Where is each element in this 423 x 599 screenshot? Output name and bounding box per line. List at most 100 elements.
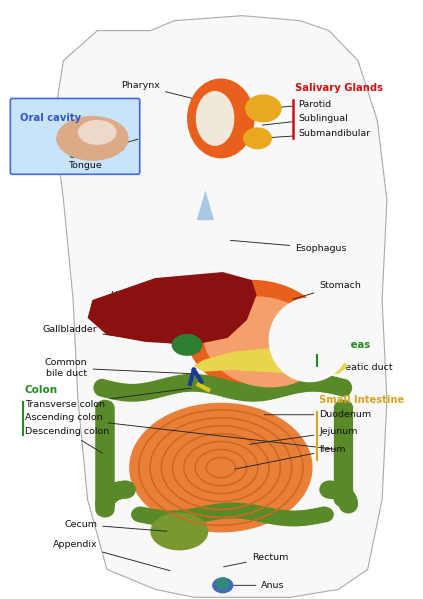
Text: Ileum: Ileum — [235, 445, 346, 469]
FancyBboxPatch shape — [10, 98, 140, 174]
Ellipse shape — [122, 384, 140, 402]
Ellipse shape — [277, 510, 296, 526]
Ellipse shape — [334, 461, 353, 477]
Ellipse shape — [322, 481, 342, 499]
Ellipse shape — [126, 384, 143, 402]
Ellipse shape — [56, 116, 129, 161]
Text: Gallbladder: Gallbladder — [42, 325, 184, 344]
Ellipse shape — [95, 400, 115, 416]
Ellipse shape — [113, 481, 132, 499]
Ellipse shape — [95, 478, 115, 494]
Ellipse shape — [130, 383, 148, 401]
Ellipse shape — [233, 383, 250, 401]
Ellipse shape — [334, 400, 353, 416]
Ellipse shape — [227, 503, 246, 519]
Ellipse shape — [95, 447, 115, 462]
Ellipse shape — [95, 423, 115, 439]
Ellipse shape — [334, 407, 353, 423]
Ellipse shape — [334, 468, 353, 484]
Polygon shape — [223, 158, 226, 275]
Ellipse shape — [334, 492, 353, 507]
Ellipse shape — [277, 378, 295, 396]
Ellipse shape — [148, 510, 167, 525]
Ellipse shape — [95, 491, 115, 507]
Ellipse shape — [181, 509, 201, 525]
Ellipse shape — [322, 376, 340, 394]
Ellipse shape — [95, 436, 115, 452]
Ellipse shape — [269, 509, 288, 525]
Ellipse shape — [117, 480, 136, 498]
Ellipse shape — [173, 510, 192, 526]
Ellipse shape — [95, 470, 115, 486]
Text: Ascending colon: Ascending colon — [25, 413, 336, 449]
Ellipse shape — [212, 577, 233, 594]
Text: Salivary Glands: Salivary Glands — [295, 83, 383, 93]
Ellipse shape — [115, 480, 134, 498]
Ellipse shape — [302, 374, 319, 392]
Ellipse shape — [334, 487, 353, 503]
Ellipse shape — [200, 376, 217, 394]
Ellipse shape — [96, 494, 115, 512]
Ellipse shape — [190, 507, 209, 523]
Ellipse shape — [228, 382, 246, 400]
Text: Descending colon: Descending colon — [25, 427, 109, 453]
Ellipse shape — [198, 506, 217, 521]
Ellipse shape — [143, 509, 163, 525]
Ellipse shape — [95, 501, 115, 518]
Ellipse shape — [334, 475, 353, 491]
Ellipse shape — [95, 486, 115, 502]
Polygon shape — [194, 348, 348, 374]
Text: Parotid: Parotid — [266, 100, 331, 109]
Text: Sublingual: Sublingual — [262, 114, 348, 125]
Text: Anus: Anus — [225, 581, 285, 590]
Ellipse shape — [334, 416, 353, 432]
Text: Appendix: Appendix — [52, 540, 170, 571]
Ellipse shape — [131, 507, 150, 522]
Ellipse shape — [95, 441, 115, 458]
Ellipse shape — [314, 374, 332, 392]
Ellipse shape — [289, 510, 309, 527]
Ellipse shape — [334, 421, 353, 437]
Ellipse shape — [96, 491, 116, 509]
Ellipse shape — [286, 376, 303, 394]
Ellipse shape — [334, 485, 353, 503]
Text: Esophagus: Esophagus — [231, 240, 347, 253]
Ellipse shape — [334, 473, 353, 489]
Text: Rectum: Rectum — [224, 553, 288, 567]
Ellipse shape — [169, 510, 188, 526]
Ellipse shape — [334, 442, 353, 458]
Text: Cecum: Cecum — [64, 520, 167, 531]
Polygon shape — [197, 135, 214, 220]
Ellipse shape — [335, 486, 354, 504]
Ellipse shape — [334, 428, 353, 444]
Ellipse shape — [95, 499, 115, 515]
Ellipse shape — [331, 378, 348, 396]
Ellipse shape — [338, 491, 357, 509]
Ellipse shape — [110, 482, 129, 500]
Text: Jejunum: Jejunum — [250, 427, 358, 444]
Ellipse shape — [334, 485, 353, 500]
Ellipse shape — [95, 416, 115, 431]
Ellipse shape — [204, 376, 221, 394]
Ellipse shape — [248, 506, 267, 521]
Ellipse shape — [310, 374, 328, 392]
Ellipse shape — [194, 506, 213, 522]
Ellipse shape — [110, 383, 127, 401]
Ellipse shape — [143, 382, 160, 400]
Ellipse shape — [150, 513, 208, 550]
Ellipse shape — [327, 482, 346, 500]
Text: Pancreas: Pancreas — [319, 340, 371, 350]
Ellipse shape — [260, 508, 280, 524]
Ellipse shape — [97, 380, 115, 398]
Ellipse shape — [224, 382, 242, 400]
Ellipse shape — [281, 510, 300, 527]
Ellipse shape — [265, 381, 283, 399]
Ellipse shape — [95, 462, 115, 479]
Ellipse shape — [236, 383, 254, 401]
Ellipse shape — [196, 91, 234, 146]
Ellipse shape — [294, 374, 311, 392]
Polygon shape — [54, 16, 387, 597]
Ellipse shape — [290, 375, 307, 393]
Ellipse shape — [332, 485, 352, 503]
Ellipse shape — [223, 503, 242, 519]
